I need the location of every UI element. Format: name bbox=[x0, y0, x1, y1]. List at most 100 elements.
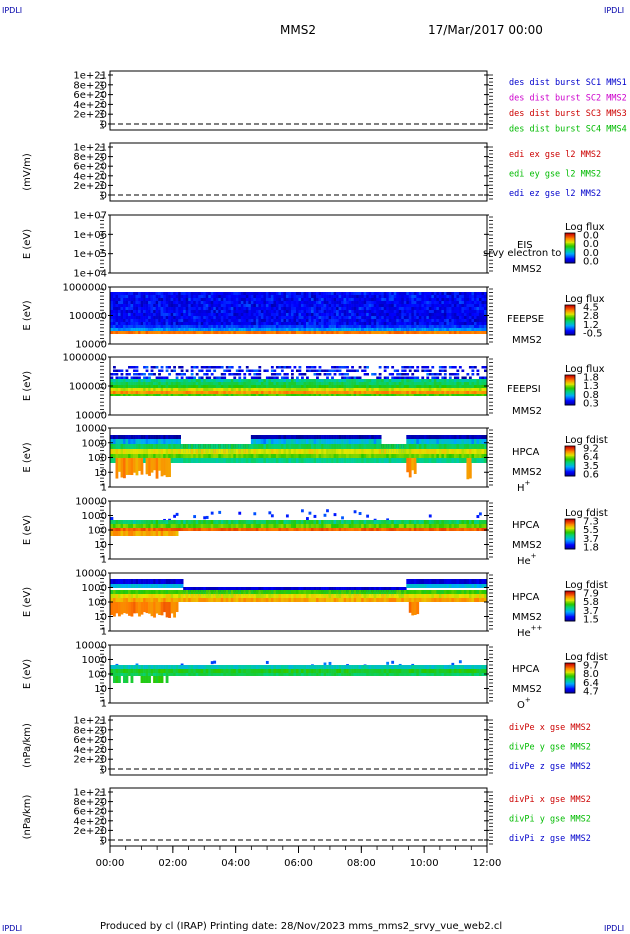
spectro-cell bbox=[438, 304, 442, 307]
spectro-cell bbox=[213, 331, 217, 334]
spectro-cell bbox=[318, 444, 322, 449]
spectro-cell bbox=[118, 295, 121, 298]
spectro-cell bbox=[476, 295, 480, 298]
spectro-cell bbox=[426, 454, 430, 458]
spectro-cell bbox=[173, 382, 176, 385]
spectro-cell bbox=[363, 444, 367, 449]
spectro-cell bbox=[165, 325, 169, 328]
spectro-cell bbox=[378, 373, 382, 376]
spectro-cell bbox=[393, 331, 397, 334]
spectro-cell bbox=[155, 439, 159, 444]
spectro-cell bbox=[318, 458, 322, 463]
spectro-cell bbox=[115, 391, 119, 394]
spectro-cell bbox=[343, 316, 347, 319]
spectro-cell bbox=[123, 391, 126, 394]
spectro-cell bbox=[228, 292, 232, 295]
spectro-cell bbox=[158, 319, 161, 322]
spectro-cell bbox=[205, 376, 209, 379]
spectro-cell bbox=[238, 310, 242, 313]
spectro-cell bbox=[143, 295, 146, 298]
spectro-cell bbox=[311, 458, 314, 463]
spectro-cell bbox=[353, 331, 357, 334]
spectro-cell bbox=[190, 313, 194, 316]
spectro-cell bbox=[283, 449, 287, 454]
spectro-cell bbox=[411, 322, 415, 325]
spectro-cell bbox=[290, 307, 294, 310]
spectro-cell bbox=[183, 394, 186, 396]
spectro-cell bbox=[260, 298, 264, 301]
spectro-cell bbox=[473, 307, 477, 310]
spectro-cell bbox=[383, 385, 387, 388]
spectro-cell bbox=[208, 376, 212, 379]
spectro-cell bbox=[376, 388, 380, 391]
spectro-cell bbox=[426, 304, 430, 307]
spectro-cell bbox=[311, 439, 314, 444]
spectro-cell bbox=[138, 292, 141, 295]
spectro-cell bbox=[361, 391, 364, 394]
spectro-cell bbox=[238, 307, 242, 310]
spectro-cell bbox=[451, 325, 455, 328]
spectro-cell bbox=[295, 310, 299, 313]
spectro-cell bbox=[153, 439, 156, 444]
spectro-cell bbox=[165, 394, 169, 396]
spectro-cell bbox=[443, 373, 447, 376]
spectro-cell bbox=[363, 439, 367, 444]
spectro-cell bbox=[160, 376, 164, 379]
spectro-cell bbox=[358, 319, 362, 322]
spectro-cell bbox=[248, 316, 252, 319]
spectro-cell bbox=[195, 385, 199, 388]
spectro-cell bbox=[411, 319, 415, 322]
spectro-cell bbox=[125, 331, 129, 334]
spectro-cell bbox=[125, 292, 129, 295]
colorbar-cell bbox=[565, 449, 575, 452]
spectro-cell bbox=[446, 313, 450, 316]
spectro-cell bbox=[295, 313, 299, 316]
colorbar-cell bbox=[565, 243, 575, 245]
spectro-cell bbox=[148, 295, 151, 298]
spectro-cell bbox=[313, 313, 317, 316]
spectro-cell bbox=[185, 458, 189, 463]
spectro-cell bbox=[411, 325, 415, 328]
spectro-cell bbox=[401, 292, 405, 295]
spectro-cell bbox=[160, 439, 164, 444]
spectro-cell bbox=[331, 319, 334, 322]
spectro-cell bbox=[301, 322, 304, 325]
spectro-cell bbox=[250, 524, 254, 528]
spectro-cell bbox=[158, 301, 161, 304]
spectro-cell bbox=[165, 298, 169, 301]
spectro-cell bbox=[265, 449, 269, 454]
spectro-cell bbox=[255, 295, 259, 298]
spectro-cell bbox=[153, 322, 156, 325]
spectro-cell bbox=[376, 313, 380, 316]
spectro-cell bbox=[363, 331, 367, 334]
spectro-cell bbox=[458, 292, 462, 295]
spectro-cell bbox=[373, 310, 377, 313]
spectro-cell bbox=[393, 325, 397, 328]
spectro-cell bbox=[153, 524, 156, 528]
spectro-cell bbox=[341, 439, 344, 444]
spectro-cell bbox=[163, 310, 166, 313]
spectro-cell bbox=[243, 316, 247, 319]
spectro-cell bbox=[333, 310, 337, 313]
spectro-cell bbox=[456, 376, 460, 379]
spectro-cell bbox=[411, 328, 415, 331]
spectro-cell bbox=[433, 391, 437, 394]
spectro-cell bbox=[313, 304, 317, 307]
spectro-cell bbox=[173, 439, 176, 444]
spectro-cell bbox=[423, 295, 427, 298]
spectro-cell bbox=[418, 310, 422, 313]
spectro-cell bbox=[343, 385, 347, 388]
spectro-cell bbox=[368, 435, 372, 439]
colorbar-cell bbox=[565, 235, 575, 238]
spectro-cell bbox=[473, 394, 477, 396]
colorbar-cell bbox=[565, 253, 575, 255]
spectro-cell bbox=[170, 520, 174, 524]
spectro-cell bbox=[250, 454, 254, 458]
spectro-cell bbox=[245, 328, 249, 331]
colorbar-cell bbox=[565, 377, 575, 380]
spectro-cell bbox=[393, 391, 397, 394]
spectro-cell bbox=[290, 369, 294, 372]
spectro-cell bbox=[363, 325, 367, 328]
spectro-cell bbox=[311, 444, 314, 449]
spectro-cell bbox=[383, 444, 387, 449]
